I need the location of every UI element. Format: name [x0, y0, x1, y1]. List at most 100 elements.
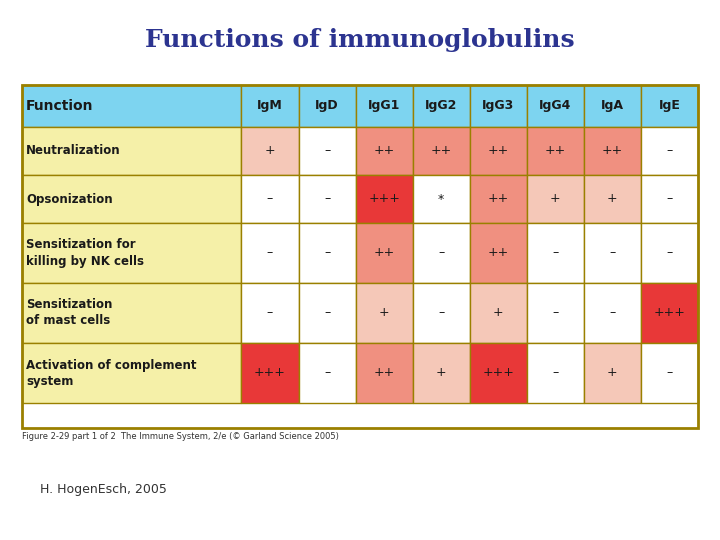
Bar — [527, 283, 584, 343]
Bar — [584, 223, 641, 283]
Text: IgG2: IgG2 — [425, 99, 457, 112]
Text: IgD: IgD — [315, 99, 339, 112]
Text: –: – — [324, 367, 330, 380]
Bar — [527, 175, 584, 223]
Bar — [22, 127, 241, 175]
Bar — [584, 343, 641, 403]
Text: –: – — [552, 367, 559, 380]
Text: +++: +++ — [368, 192, 400, 206]
Text: ++: ++ — [374, 367, 395, 380]
Text: +: + — [607, 192, 618, 206]
Text: Figure 2-29 part 1 of 2  The Immune System, 2/e (© Garland Science 2005): Figure 2-29 part 1 of 2 The Immune Syste… — [22, 432, 339, 441]
Text: Sensitization for
killing by NK cells: Sensitization for killing by NK cells — [26, 239, 144, 267]
Text: –: – — [666, 367, 672, 380]
Text: –: – — [324, 307, 330, 320]
Text: –: – — [267, 246, 273, 260]
Bar — [299, 343, 356, 403]
Bar — [527, 127, 584, 175]
Bar — [22, 85, 698, 428]
Text: *: * — [438, 192, 444, 206]
Text: IgA: IgA — [601, 99, 624, 112]
Text: H. HogenEsch, 2005: H. HogenEsch, 2005 — [40, 483, 167, 496]
Text: +: + — [436, 367, 446, 380]
Bar — [641, 223, 698, 283]
Text: –: – — [438, 307, 444, 320]
Text: +: + — [379, 307, 390, 320]
Bar — [584, 127, 641, 175]
Bar — [299, 223, 356, 283]
Bar — [641, 85, 698, 127]
Bar — [584, 283, 641, 343]
Bar — [299, 175, 356, 223]
Text: +++: +++ — [482, 367, 514, 380]
Text: Function: Function — [26, 99, 94, 113]
Bar — [22, 223, 241, 283]
Bar — [584, 175, 641, 223]
Text: ++: ++ — [545, 145, 566, 158]
Text: –: – — [609, 246, 616, 260]
Text: –: – — [609, 307, 616, 320]
Bar — [413, 343, 469, 403]
Bar — [241, 127, 299, 175]
Text: –: – — [666, 246, 672, 260]
Text: IgG4: IgG4 — [539, 99, 572, 112]
Bar — [584, 85, 641, 127]
Bar — [356, 223, 413, 283]
Text: Opsonization: Opsonization — [26, 192, 112, 206]
Bar — [356, 175, 413, 223]
Text: –: – — [324, 192, 330, 206]
Text: ++: ++ — [374, 145, 395, 158]
Bar — [641, 343, 698, 403]
Text: –: – — [666, 145, 672, 158]
Text: IgG3: IgG3 — [482, 99, 514, 112]
Bar — [299, 85, 356, 127]
Bar — [527, 223, 584, 283]
Bar — [241, 175, 299, 223]
Text: ++: ++ — [374, 246, 395, 260]
Text: IgG1: IgG1 — [368, 99, 400, 112]
Bar — [641, 283, 698, 343]
Bar — [641, 127, 698, 175]
Text: Neutralization: Neutralization — [26, 145, 121, 158]
Text: IgM: IgM — [257, 99, 283, 112]
Bar — [413, 127, 469, 175]
Bar — [299, 283, 356, 343]
Bar — [413, 175, 469, 223]
Text: –: – — [438, 246, 444, 260]
Bar — [527, 85, 584, 127]
Text: Functions of immunoglobulins: Functions of immunoglobulins — [145, 28, 575, 52]
Text: –: – — [267, 307, 273, 320]
Bar — [527, 343, 584, 403]
Text: Activation of complement
system: Activation of complement system — [26, 359, 197, 388]
Text: ++: ++ — [487, 145, 509, 158]
Text: –: – — [552, 246, 559, 260]
Bar — [22, 343, 241, 403]
Text: –: – — [552, 307, 559, 320]
Bar — [413, 85, 469, 127]
Bar — [641, 175, 698, 223]
Bar — [469, 343, 527, 403]
Bar — [469, 283, 527, 343]
Bar — [241, 223, 299, 283]
Bar — [356, 283, 413, 343]
Text: ++: ++ — [602, 145, 623, 158]
Bar — [413, 223, 469, 283]
Bar — [413, 283, 469, 343]
Text: IgE: IgE — [659, 99, 680, 112]
Bar — [22, 85, 241, 127]
Text: –: – — [324, 246, 330, 260]
Text: +: + — [493, 307, 503, 320]
Text: +: + — [607, 367, 618, 380]
Bar — [22, 175, 241, 223]
Bar — [241, 343, 299, 403]
Bar — [469, 223, 527, 283]
Bar — [469, 127, 527, 175]
Bar — [299, 127, 356, 175]
Text: +: + — [550, 192, 561, 206]
Bar — [241, 283, 299, 343]
Text: +++: +++ — [254, 367, 286, 380]
Text: –: – — [666, 192, 672, 206]
Text: +++: +++ — [654, 307, 685, 320]
Text: +: + — [265, 145, 275, 158]
Text: –: – — [267, 192, 273, 206]
